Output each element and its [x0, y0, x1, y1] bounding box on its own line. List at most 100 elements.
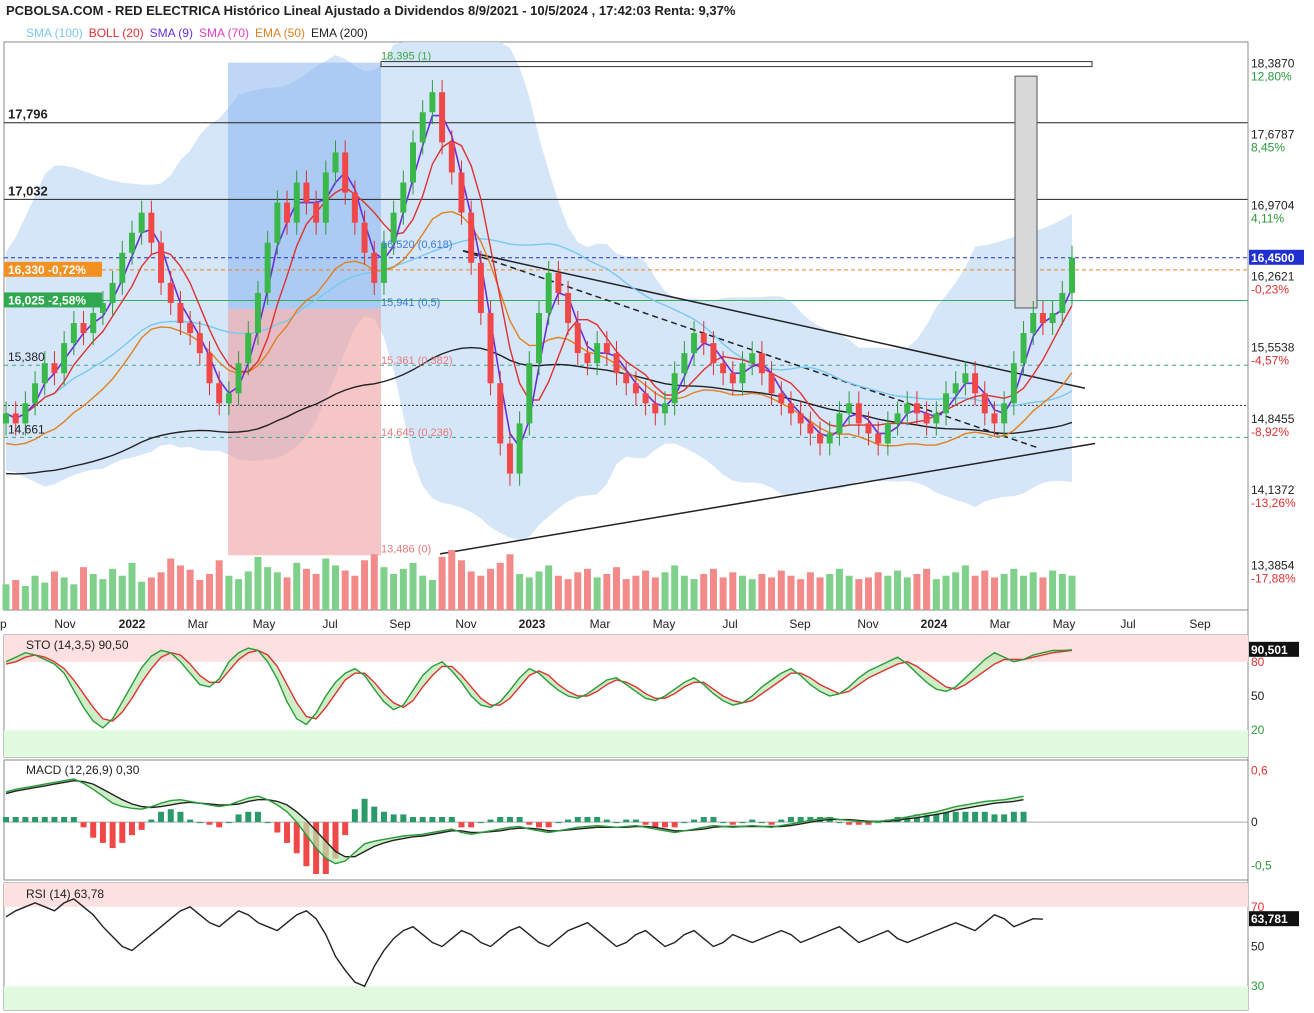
x-axis-label: May	[253, 617, 276, 631]
volume-bar	[719, 577, 727, 610]
level-label-bg	[4, 261, 102, 277]
volume-bar	[709, 568, 717, 610]
volume-bar	[254, 556, 262, 610]
candle-body	[603, 343, 610, 354]
volume-bar	[990, 577, 998, 610]
macd-histogram-bar	[22, 816, 29, 823]
candle-body	[807, 423, 814, 434]
volume-bar	[826, 574, 834, 610]
macd-histogram-bar	[778, 819, 785, 823]
x-axis-label: Jul	[322, 617, 337, 631]
volume-bar	[487, 568, 495, 610]
legend-item: EMA (200)	[311, 26, 368, 40]
sto-overbought-zone	[4, 635, 1248, 662]
candle-body	[797, 413, 804, 424]
volume-bar	[457, 560, 465, 610]
candle-body	[303, 182, 310, 203]
axis-tick-label: 50	[1251, 940, 1265, 954]
rsi-oversold-zone	[4, 986, 1248, 1010]
volume-bar	[894, 570, 902, 610]
axis-pct-label: -4,57%	[1251, 354, 1289, 368]
legend-item: BOLL (20)	[88, 26, 144, 40]
level-label-bg	[4, 292, 102, 308]
volume-bar	[874, 572, 882, 610]
macd-histogram-bar	[138, 822, 145, 830]
candle-body	[855, 403, 862, 424]
volume-bar	[952, 572, 960, 610]
volume-bar	[128, 562, 136, 610]
rsi-line	[5, 898, 1043, 988]
sto-last-label: 90,501	[1251, 643, 1288, 657]
volume-bar	[651, 577, 659, 610]
candle-body	[487, 313, 494, 384]
volume-bar	[729, 572, 737, 610]
macd-histogram-bar	[758, 822, 765, 824]
sto-k-line	[5, 647, 1073, 729]
macd-histogram-bar	[700, 816, 707, 823]
macd-histogram-bar	[342, 822, 349, 836]
sto-d-line	[5, 649, 1073, 722]
legend-item: SMA (100)	[26, 26, 83, 40]
volume-bar	[932, 579, 940, 610]
macd-histogram-bar	[904, 816, 911, 823]
volume-bar	[244, 571, 252, 610]
macd-histogram-bar	[661, 822, 668, 828]
volume-bar	[176, 565, 184, 610]
candle-body	[148, 212, 155, 243]
fibonacci-label: 14,645 (0,236)	[381, 427, 453, 439]
macd-histogram-bar	[603, 819, 610, 823]
candle-body	[458, 172, 465, 213]
volume-bar	[661, 572, 669, 610]
macd-histogram-bar	[671, 822, 678, 828]
x-axis-label: Mar	[990, 617, 1011, 631]
candle-body	[351, 192, 358, 223]
volume-bar	[554, 575, 562, 610]
volume-bar	[981, 570, 989, 610]
volume-bar	[206, 574, 214, 610]
volume-bar	[787, 575, 795, 610]
candle-body	[516, 423, 523, 474]
candle-body	[913, 403, 920, 414]
level-label: 17,796	[8, 107, 48, 122]
candle-body	[943, 393, 950, 414]
volume-bar	[923, 568, 931, 610]
volume-bar	[60, 577, 68, 610]
candle-body	[623, 373, 630, 384]
fibonacci-label: 15,941 (0,5)	[381, 297, 440, 309]
axis-tick-label: 14,8455	[1251, 412, 1295, 426]
macd-histogram-bar	[439, 816, 446, 823]
macd-histogram-bar	[390, 814, 397, 823]
candle-body	[439, 92, 446, 143]
candle-body	[158, 242, 165, 283]
candle-body	[865, 423, 872, 434]
last-price-tag	[1249, 249, 1304, 265]
candle-body	[1049, 313, 1056, 324]
macd-histogram-bar	[506, 816, 513, 823]
candle-body	[526, 363, 533, 424]
x-axis-label: Sep	[1189, 617, 1211, 631]
macd-histogram-bar	[70, 816, 77, 823]
candle-body	[565, 292, 572, 324]
x-axis-label: Sep	[789, 617, 811, 631]
axis-pct-label: -8,92%	[1251, 425, 1289, 439]
volume-bar	[419, 575, 427, 610]
volume-bar	[632, 575, 640, 610]
axis-pct-label: -13,26%	[1251, 496, 1296, 510]
volume-bar	[322, 558, 330, 610]
candle-body	[410, 142, 417, 183]
candle-body	[613, 353, 620, 374]
macd-histogram-bar	[371, 806, 378, 823]
volume-bar	[816, 577, 824, 610]
macd-histogram-bar	[943, 811, 950, 823]
candle-body	[419, 112, 426, 143]
candle-body	[371, 252, 378, 283]
candle-body	[61, 343, 68, 374]
axis-tick-label: 17,6787	[1251, 127, 1295, 141]
macd-histogram-bar	[681, 822, 688, 824]
volume-bar	[903, 577, 911, 610]
candle-body	[216, 383, 223, 404]
candle-body	[758, 353, 765, 374]
macd-histogram-bar	[61, 816, 68, 823]
candle-body	[380, 242, 387, 283]
